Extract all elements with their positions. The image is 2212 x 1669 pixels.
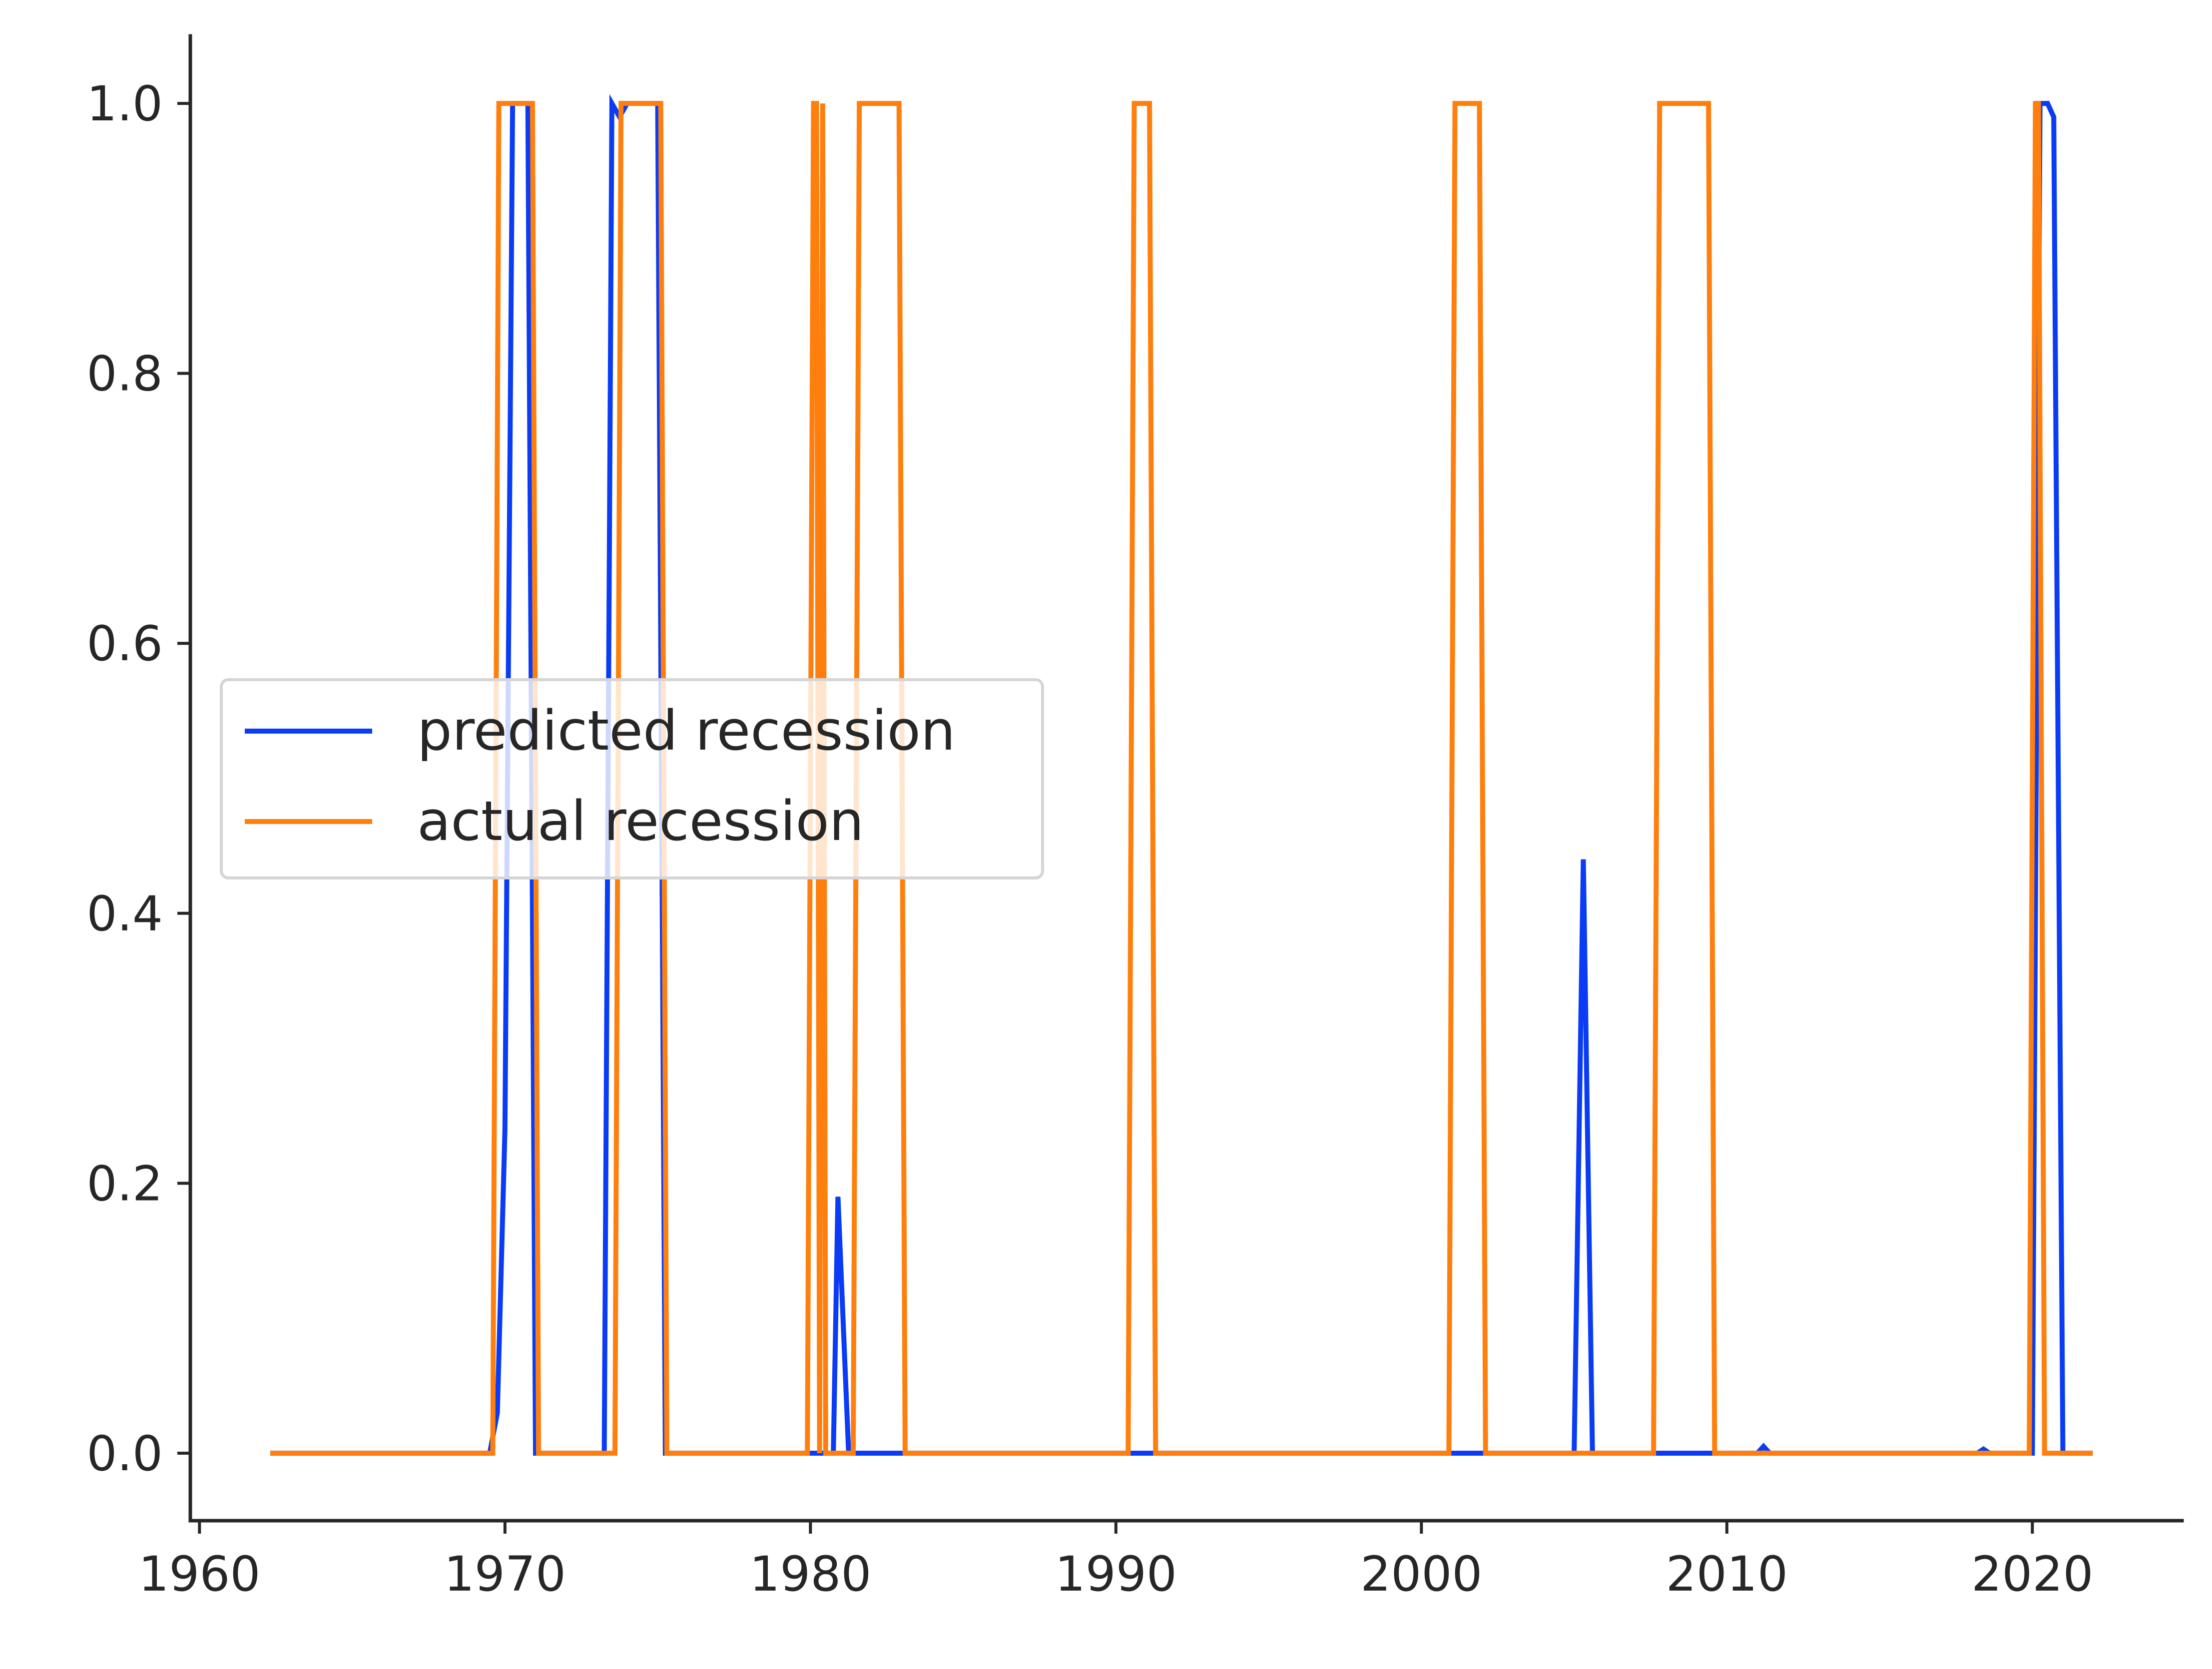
x-ticks: 1960 1970 1980 1990 2000 2010 2020	[138, 1521, 2094, 1602]
x-tick-label: 2010	[1666, 1546, 1788, 1602]
y-tick-label: 0.2	[86, 1156, 163, 1212]
x-tick-label: 2020	[1971, 1546, 2093, 1602]
x-tick-label: 2000	[1360, 1546, 1482, 1602]
y-tick-label: 0.6	[86, 616, 163, 672]
y-tick-label: 0.0	[86, 1426, 163, 1482]
x-tick-label: 1960	[138, 1546, 260, 1602]
legend-label-actual: actual recession	[417, 789, 864, 853]
y-tick-label: 0.8	[86, 346, 163, 402]
axes: 1960 1970 1980 1990 2000 2010 2020 0.00.20.40.…	[86, 34, 2184, 1602]
legend-frame	[220, 678, 1044, 879]
x-tick-label: 1980	[749, 1546, 871, 1602]
y-tick-label: 1.0	[86, 76, 163, 132]
y-tick-label: 0.4	[86, 886, 163, 942]
legend-label-predicted: predicted recession	[417, 699, 956, 763]
y-ticks: 0.0 0.2 0.4 0.6 0.8 1.0	[86, 76, 190, 1482]
legend: predicted recession actual recession	[220, 678, 1044, 879]
x-tick-label: 1990	[1055, 1546, 1177, 1602]
x-tick-label: 1970	[444, 1546, 566, 1602]
